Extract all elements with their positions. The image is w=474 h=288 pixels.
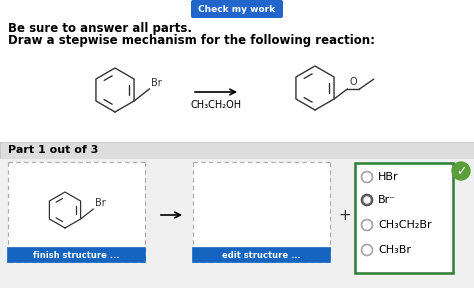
Bar	[8, 248, 145, 262]
Text: +: +	[338, 207, 351, 223]
Circle shape	[364, 197, 370, 203]
Text: Br: Br	[152, 78, 162, 88]
Text: Draw a stepwise mechanism for the following reaction:: Draw a stepwise mechanism for the follow…	[8, 34, 375, 47]
Text: Be sure to answer all parts.: Be sure to answer all parts.	[8, 22, 192, 35]
Bar	[193, 162, 330, 262]
Bar	[8, 162, 145, 262]
Text: Br: Br	[95, 198, 106, 208]
Bar	[0, 142, 474, 159]
Text: CH₃CH₂Br: CH₃CH₂Br	[378, 220, 432, 230]
Text: HBr: HBr	[378, 172, 399, 182]
Text: edit structure ...: edit structure ...	[222, 251, 301, 259]
Circle shape	[362, 194, 373, 206]
Text: O: O	[349, 77, 357, 87]
Text: Br⁻: Br⁻	[378, 195, 396, 205]
FancyBboxPatch shape	[191, 0, 283, 18]
Text: ✓: ✓	[456, 165, 466, 178]
Text: Part 1 out of 3: Part 1 out of 3	[8, 145, 99, 155]
Text: Check my work: Check my work	[199, 5, 275, 14]
Circle shape	[452, 162, 470, 180]
Bar	[355, 163, 453, 273]
Bar	[193, 248, 330, 262]
Bar	[0, 159, 474, 288]
Text: CH₃CH₂OH: CH₃CH₂OH	[191, 100, 242, 110]
Text: finish structure ...: finish structure ...	[33, 251, 120, 259]
Text: CH₃Br: CH₃Br	[378, 245, 411, 255]
